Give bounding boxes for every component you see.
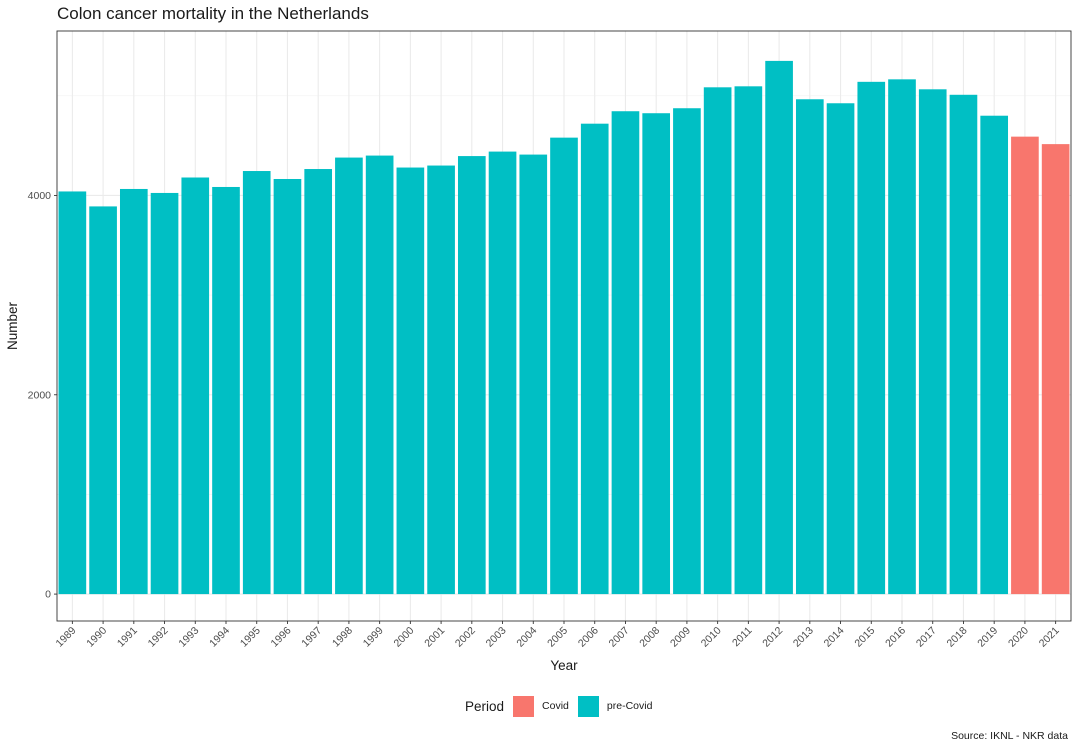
x-tick-label: 2013 <box>791 625 816 650</box>
bar-1989 <box>58 191 87 595</box>
bar-2018 <box>949 94 978 595</box>
x-tick-label: 1996 <box>269 625 294 650</box>
bar-2021 <box>1041 144 1070 595</box>
bar-2000 <box>396 167 425 595</box>
x-tick-label: 2012 <box>760 625 785 650</box>
x-tick-label: 1999 <box>361 625 386 650</box>
x-tick-label: 2000 <box>391 625 416 650</box>
legend-key-covid <box>513 695 535 717</box>
bar-2007 <box>611 111 640 595</box>
bar-2009 <box>673 108 701 595</box>
legend-label-covid: Covid <box>542 700 569 712</box>
x-tick-label: 2019 <box>975 625 1000 650</box>
bar-1992 <box>150 192 179 595</box>
bar-series <box>58 60 1070 595</box>
x-tick-label: 2014 <box>822 625 847 650</box>
y-tick-label: 4000 <box>28 190 52 202</box>
bar-1993 <box>181 177 210 595</box>
bar-2016 <box>888 79 916 595</box>
x-tick-label: 2007 <box>607 625 632 650</box>
bar-1995 <box>242 171 271 595</box>
bar-2003 <box>488 151 517 595</box>
bar-2010 <box>703 87 732 595</box>
bar-2020 <box>1011 136 1039 595</box>
bar-1991 <box>119 188 148 595</box>
legend: Period Covid pre-Covid <box>465 695 661 717</box>
x-tick-label: 1993 <box>176 625 201 650</box>
x-tick-label: 2016 <box>883 625 908 650</box>
bar-1997 <box>304 169 333 595</box>
x-tick-label: 1997 <box>299 625 324 650</box>
x-tick-label: 2017 <box>914 625 939 650</box>
bar-2013 <box>795 99 824 595</box>
x-tick-label: 2003 <box>484 625 509 650</box>
x-tick-label: 2002 <box>453 625 478 650</box>
legend-item-pre-covid: pre-Covid <box>577 695 653 717</box>
bar-1996 <box>273 178 302 595</box>
x-tick-label: 1990 <box>84 625 109 650</box>
bar-2002 <box>457 156 486 595</box>
bar-2001 <box>427 165 455 595</box>
bar-2014 <box>826 103 855 595</box>
bar-2017 <box>918 89 947 595</box>
bar-2019 <box>980 115 1009 595</box>
bar-1990 <box>89 206 117 595</box>
x-tick-label: 2001 <box>422 625 447 650</box>
x-tick-label: 2008 <box>637 625 662 650</box>
y-tick-label: 0 <box>45 589 51 601</box>
x-tick-label: 1989 <box>53 625 78 650</box>
x-tick-label: 1995 <box>238 625 263 650</box>
legend-key-pre-covid <box>577 695 599 717</box>
bar-1998 <box>335 157 363 595</box>
legend-label-pre-covid: pre-Covid <box>606 700 653 712</box>
x-tick-label: 1992 <box>146 625 171 650</box>
x-tick-label: 2004 <box>514 625 539 650</box>
source-caption: Source: IKNL - NKR data <box>951 730 1068 742</box>
x-tick-label: 2015 <box>852 625 877 650</box>
x-tick-label: 2006 <box>576 625 601 650</box>
bar-2011 <box>734 86 763 595</box>
bar-2012 <box>765 60 793 595</box>
legend-title: Period <box>465 698 505 714</box>
x-axis-title: Year <box>550 658 578 673</box>
x-tick-label: 1998 <box>330 625 355 650</box>
bar-1994 <box>212 186 240 595</box>
x-tick-label: 1991 <box>115 625 140 650</box>
x-tick-label: 1994 <box>207 625 232 650</box>
x-tick-label: 2018 <box>945 625 970 650</box>
bar-2006 <box>580 123 609 595</box>
x-tick-label: 2011 <box>730 625 755 650</box>
x-tick-label: 2005 <box>545 625 570 650</box>
y-tick-label: 2000 <box>28 389 52 401</box>
bar-2004 <box>519 154 548 595</box>
chart-title: Colon cancer mortality in the Netherland… <box>57 4 369 23</box>
x-tick-label: 2020 <box>1006 625 1031 650</box>
y-axis-title: Number <box>5 301 20 350</box>
x-tick-label: 2010 <box>699 625 724 650</box>
x-tick-label: 2021 <box>1037 625 1062 650</box>
legend-item-covid: Covid <box>513 695 569 717</box>
x-tick-label: 2009 <box>668 625 693 650</box>
bar-2008 <box>642 113 671 595</box>
bar-2015 <box>857 81 886 595</box>
bar-2005 <box>550 137 578 595</box>
bar-1999 <box>365 155 394 595</box>
